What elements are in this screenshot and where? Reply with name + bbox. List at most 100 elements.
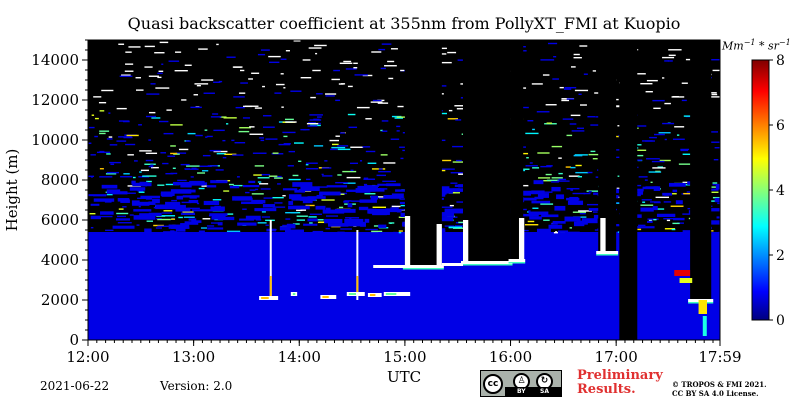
noise-speckle [260, 173, 270, 176]
transition-patch [188, 218, 197, 221]
noise-speckle [396, 130, 400, 132]
noise-speckle [664, 138, 667, 141]
noise-speckle [337, 148, 351, 151]
noise-speckle [223, 117, 237, 119]
noise-speckle [119, 75, 133, 77]
copyright-line-2: CC BY SA 4.0 License. [672, 389, 759, 398]
transition-patch [346, 221, 365, 227]
noise-speckle [659, 159, 671, 162]
noise-speckle [88, 142, 92, 144]
noise-speckle [376, 174, 386, 177]
colorbar-axis: 0 2 4 6 8 [769, 53, 785, 329]
noise-speckle [210, 222, 219, 224]
noise-speckle [566, 98, 575, 100]
noise-speckle [570, 66, 576, 68]
transition-patch [282, 188, 298, 191]
noise-speckle [116, 212, 129, 215]
colorbar-tick-label: 8 [776, 53, 785, 69]
noise-speckle [552, 78, 559, 80]
transition-patch [358, 206, 369, 211]
noise-speckle [151, 166, 159, 169]
noise-speckle [161, 212, 173, 214]
noise-speckle [363, 183, 368, 186]
noise-speckle [325, 95, 335, 97]
noise-speckle [109, 144, 118, 146]
noise-speckle [562, 118, 574, 120]
noise-speckle [636, 149, 647, 152]
noise-speckle [578, 93, 582, 95]
transition-patch [640, 207, 654, 212]
noise-speckle [647, 218, 659, 220]
noise-speckle [124, 70, 134, 72]
transition-patch [346, 189, 360, 192]
noise-speckle [616, 187, 622, 190]
noise-speckle [146, 93, 160, 95]
noise-speckle [537, 152, 550, 154]
noise-speckle [274, 92, 282, 94]
low-cloud-core [261, 297, 269, 299]
noise-speckle [587, 171, 593, 174]
transition-patch [437, 212, 455, 217]
transition-patch [175, 227, 186, 232]
transition-patch [633, 226, 655, 229]
transition-patch [207, 227, 224, 230]
noise-speckle [145, 152, 158, 155]
noise-speckle [372, 99, 382, 102]
noise-speckle [158, 70, 164, 72]
transition-patch [279, 226, 291, 231]
noise-speckle [577, 176, 583, 178]
noise-speckle [635, 73, 646, 75]
noise-speckle [292, 174, 299, 177]
noise-speckle [238, 130, 250, 133]
noise-speckle [682, 213, 695, 215]
noise-speckle [652, 167, 666, 169]
colorbar-unit-label: Mm−1 * sr−1 [722, 38, 791, 53]
noise-speckle [551, 223, 558, 225]
noise-speckle [99, 110, 105, 112]
noise-speckle [307, 125, 318, 127]
transition-patch [396, 209, 402, 213]
noise-speckle [168, 60, 180, 62]
noise-speckle [633, 144, 642, 146]
noise-speckle [570, 166, 576, 169]
transition-patch [529, 216, 542, 220]
noise-speckle [293, 40, 301, 42]
noise-speckle [308, 216, 317, 218]
transition-patch [203, 200, 220, 206]
transition-patch [536, 228, 551, 233]
noise-speckle [242, 208, 247, 210]
noise-speckle [519, 106, 529, 109]
noise-speckle [398, 230, 403, 232]
noise-speckle [669, 231, 681, 234]
transition-patch [294, 189, 306, 193]
noise-speckle [106, 193, 113, 196]
noise-speckle [206, 225, 215, 227]
transition-patch [155, 204, 169, 210]
noise-speckle [219, 116, 227, 118]
colorbar-tick-label: 0 [776, 313, 785, 329]
precipitation-core [269, 276, 272, 296]
noise-speckle [199, 165, 212, 167]
noise-speckle [662, 56, 675, 59]
noise-speckle [157, 76, 162, 79]
noise-speckle [272, 206, 286, 208]
noise-speckle [663, 217, 678, 220]
x-axis-label: UTC [386, 368, 422, 386]
noise-speckle [317, 186, 328, 188]
noise-speckle [377, 102, 389, 104]
noise-speckle [89, 126, 95, 129]
transition-patch [163, 231, 177, 234]
transition-patch [241, 201, 263, 205]
noise-speckle [380, 154, 388, 156]
noise-speckle [655, 196, 670, 199]
transition-patch [131, 180, 136, 185]
noise-speckle [314, 219, 324, 221]
noise-speckle [93, 96, 102, 98]
x-tick-label: 15:00 [383, 348, 426, 366]
noise-speckle [592, 211, 598, 213]
colorbar-tick-label: 6 [776, 118, 785, 134]
noise-speckle [458, 173, 464, 175]
noise-speckle [215, 169, 224, 171]
noise-speckle [163, 132, 174, 135]
noise-speckle [546, 179, 560, 182]
